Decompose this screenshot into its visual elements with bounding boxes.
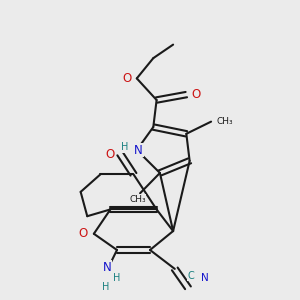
- Text: C: C: [188, 271, 195, 281]
- Text: H: H: [112, 273, 120, 283]
- Text: O: O: [192, 88, 201, 101]
- Text: H: H: [121, 142, 128, 152]
- Text: O: O: [79, 227, 88, 240]
- Text: N: N: [134, 143, 143, 157]
- Text: H: H: [102, 282, 109, 292]
- Text: O: O: [105, 148, 114, 160]
- Text: N: N: [103, 261, 111, 274]
- Text: CH₃: CH₃: [217, 117, 233, 126]
- Text: O: O: [122, 72, 131, 85]
- Text: N: N: [201, 273, 208, 283]
- Text: CH₃: CH₃: [129, 195, 146, 204]
